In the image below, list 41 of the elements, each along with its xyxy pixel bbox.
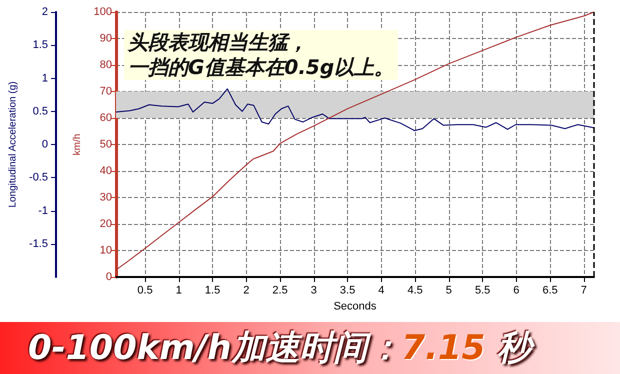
y2-tick-label: 50 — [100, 138, 112, 150]
line-series — [116, 12, 594, 270]
annotation: 头段表现相当生猛， — [128, 30, 308, 54]
x-tick-label: 7 — [580, 284, 587, 296]
x-axis-title: Seconds — [334, 300, 377, 312]
y2-tick-label: 10 — [100, 244, 112, 256]
x-tick-label: 5.5 — [474, 284, 490, 296]
y-tick-label: 1 — [42, 72, 48, 84]
annotation: 一挡的G值基本在0.5g以上。 — [128, 55, 394, 79]
x-tick-label: 2.5 — [272, 284, 288, 296]
x-tick-label: 6 — [513, 284, 520, 296]
x-tick-label: 2 — [243, 284, 250, 296]
y2-tick-label: 100 — [94, 6, 112, 18]
x-tick-label: 5 — [446, 284, 452, 296]
y2-tick-label: 70 — [100, 86, 112, 98]
x-tick-label: 1 — [176, 284, 182, 296]
text: 0-100km/h加速时间：7.15 秒 — [0, 322, 620, 374]
y-tick-label: -0.5 — [29, 172, 48, 184]
y2-axis-title: km/h — [72, 134, 84, 156]
x-tick-label: 3 — [310, 284, 317, 296]
y2-tick-label: 60 — [100, 112, 112, 124]
y-tick-label: -1 — [38, 204, 48, 217]
y2-tick-label: 30 — [100, 192, 112, 204]
y-tick-label: 0.5 — [32, 105, 48, 118]
y-tick-label: -1.5 — [29, 238, 48, 250]
x-tick-label: 6.5 — [542, 284, 558, 296]
x-tick-label: 0.5 — [137, 284, 153, 296]
x-tick-label: 4 — [378, 284, 384, 296]
y-axis-title: Longitudinal Acceleration (g) — [8, 81, 19, 208]
y2-tick-label: 90 — [100, 32, 112, 44]
y2-tick-label: 20 — [100, 218, 112, 230]
y-tick-label: 2 — [42, 6, 48, 18]
line-series — [116, 88, 594, 132]
x-tick-label: 3.5 — [340, 284, 356, 296]
x-tick-label: 4.5 — [407, 284, 423, 296]
y2-tick-label: 80 — [100, 59, 112, 71]
x-tick-label: 1.5 — [204, 284, 220, 296]
y2-tick-label: 0 — [106, 271, 112, 283]
y-tick-label: 1.5 — [32, 39, 48, 52]
y2-tick-label: 40 — [100, 165, 112, 177]
y-tick-label: 0 — [42, 138, 48, 150]
